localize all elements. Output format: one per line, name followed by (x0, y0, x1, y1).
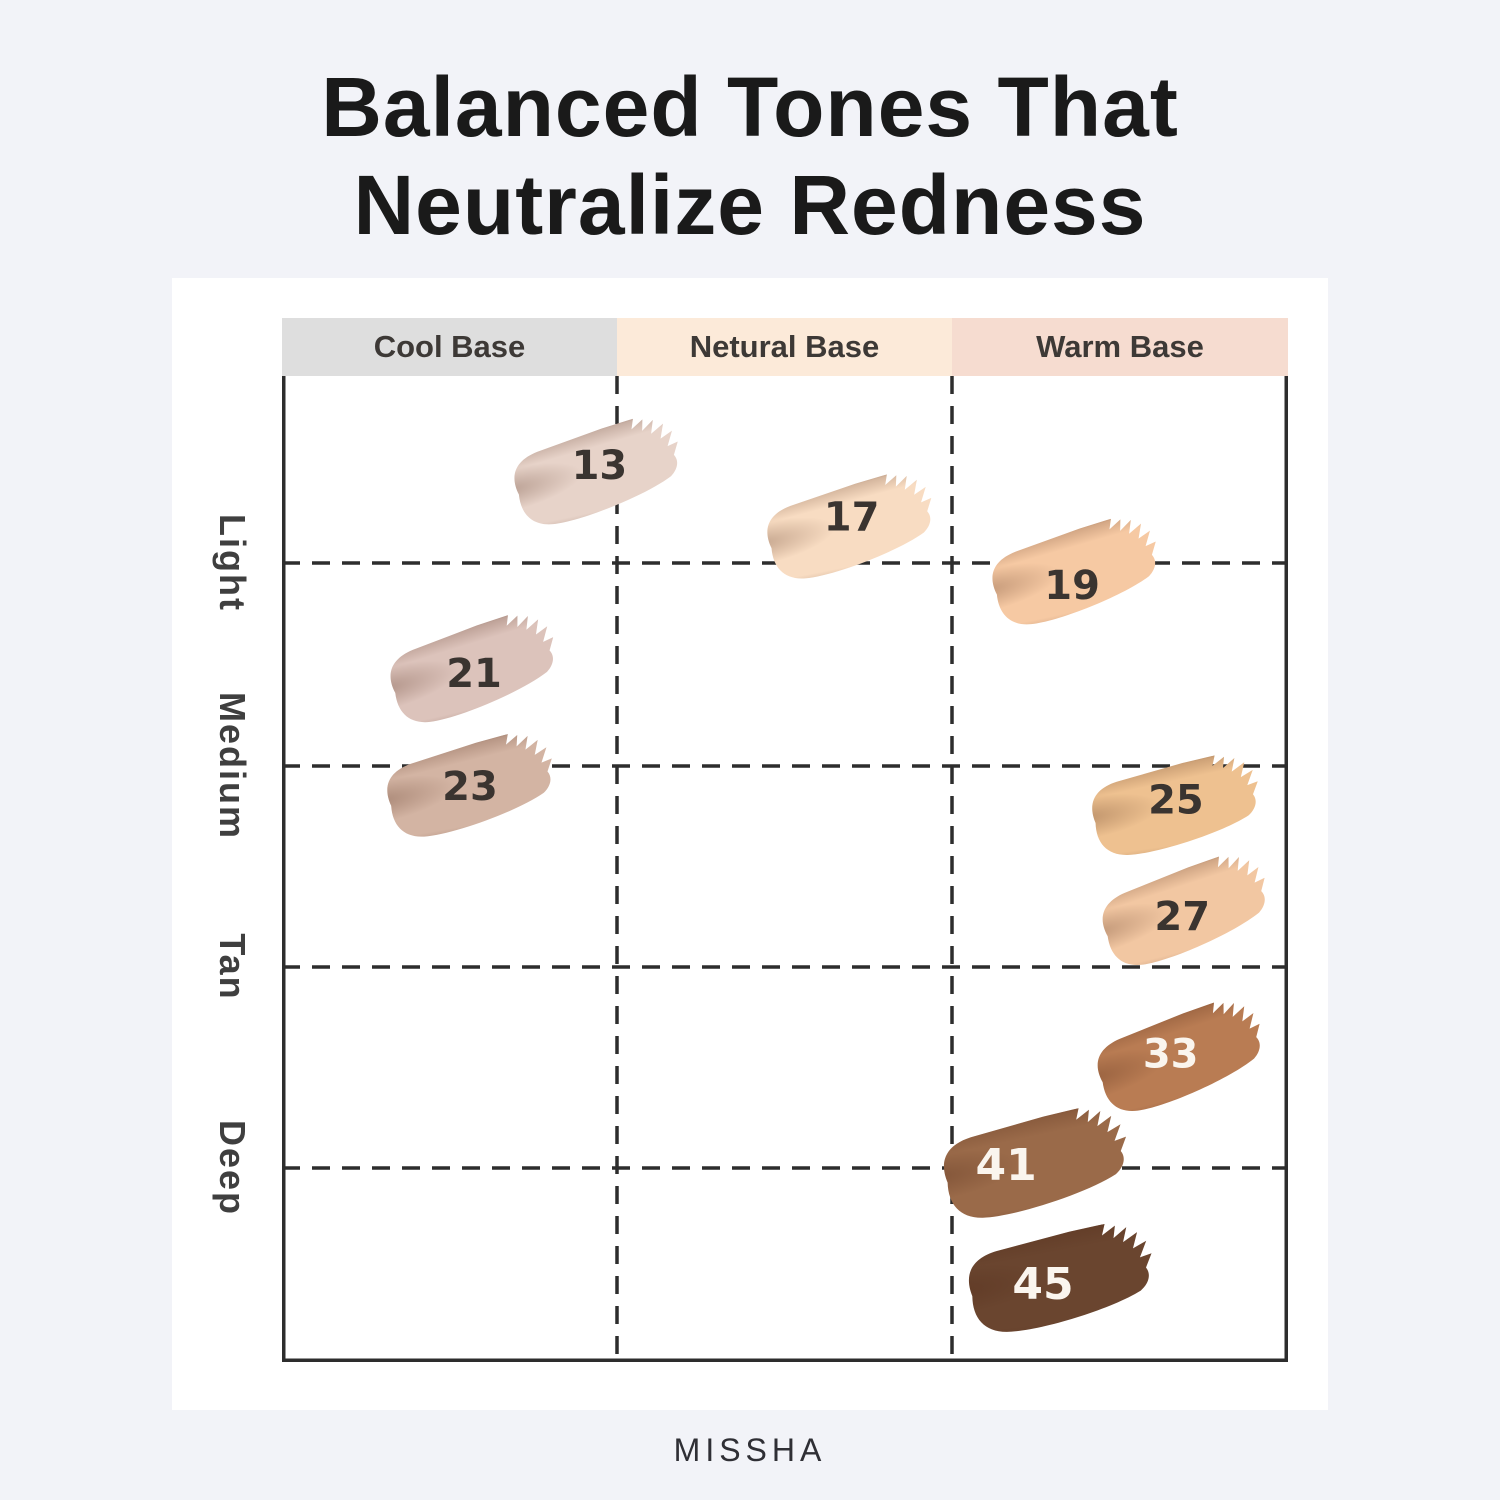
shade-number: 13 (571, 443, 628, 490)
column-header-netural-base: Netural Base (617, 318, 952, 376)
row-label-tan: Tan (212, 933, 253, 1001)
shade-number: 19 (1044, 563, 1100, 610)
shade-number: 25 (1148, 777, 1204, 824)
row-label-light: Light (212, 514, 253, 612)
shade-number: 33 (1142, 1031, 1199, 1078)
brand-logo: MISSHA (673, 1432, 827, 1468)
column-header-warm-base: Warm Base (952, 318, 1288, 376)
column-header-cool-base: Cool Base (282, 318, 617, 376)
shade-number: 45 (1012, 1259, 1074, 1311)
row-label-deep: Deep (212, 1119, 253, 1217)
row-label-medium: Medium (212, 691, 253, 841)
shade-number: 23 (442, 764, 498, 810)
shade-number: 41 (975, 1140, 1037, 1191)
shade-number: 27 (1154, 893, 1211, 940)
title-line-2: Neutralize Redness (353, 158, 1147, 253)
shade-number: 21 (446, 650, 502, 697)
page-title: Balanced Tones That Neutralize Redness (0, 58, 1500, 255)
shade-number: 17 (823, 494, 880, 541)
title-line-1: Balanced Tones That (321, 60, 1179, 154)
